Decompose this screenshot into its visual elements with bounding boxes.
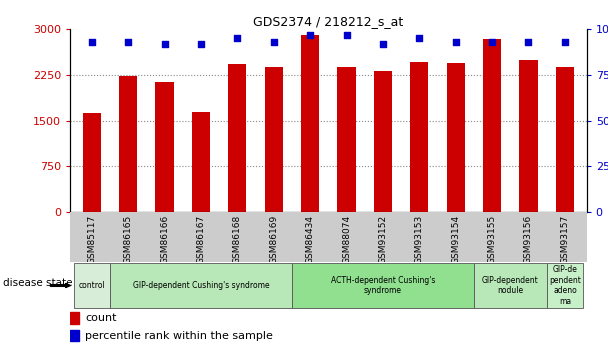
Bar: [483, 39, 501, 212]
Bar: [374, 71, 392, 212]
Bar: [337, 67, 356, 212]
Text: GIP-de
pendent
adeno
ma: GIP-de pendent adeno ma: [549, 265, 581, 306]
Bar: [119, 76, 137, 212]
Point: [415, 36, 424, 41]
Bar: [556, 67, 574, 212]
Bar: [292, 263, 474, 308]
Bar: [110, 263, 292, 308]
Text: GSM93155: GSM93155: [488, 215, 497, 264]
Point: [269, 39, 278, 45]
Bar: [447, 63, 465, 212]
Text: GSM86167: GSM86167: [196, 215, 206, 264]
Text: control: control: [78, 281, 105, 290]
Bar: [519, 60, 537, 212]
Bar: [70, 330, 79, 342]
Point: [123, 39, 133, 45]
Point: [87, 39, 97, 45]
Text: GSM88074: GSM88074: [342, 215, 351, 264]
Text: GIP-dependent
nodule: GIP-dependent nodule: [482, 276, 539, 295]
Text: disease state: disease state: [3, 278, 72, 288]
Bar: [410, 62, 429, 212]
Point: [305, 32, 315, 38]
Title: GDS2374 / 218212_s_at: GDS2374 / 218212_s_at: [253, 15, 404, 28]
Point: [523, 39, 533, 45]
Bar: [547, 263, 583, 308]
Bar: [83, 114, 101, 212]
Text: GIP-dependent Cushing's syndrome: GIP-dependent Cushing's syndrome: [133, 281, 269, 290]
Bar: [301, 35, 319, 212]
Text: GSM86165: GSM86165: [123, 215, 133, 264]
Point: [160, 41, 170, 47]
Text: GSM93156: GSM93156: [524, 215, 533, 264]
Text: GSM86166: GSM86166: [160, 215, 169, 264]
Text: GSM86434: GSM86434: [306, 215, 314, 264]
Bar: [192, 112, 210, 212]
Text: percentile rank within the sample: percentile rank within the sample: [85, 331, 274, 341]
Text: GSM86169: GSM86169: [269, 215, 278, 264]
Point: [196, 41, 206, 47]
Point: [451, 39, 461, 45]
Point: [560, 39, 570, 45]
Bar: [70, 313, 79, 324]
Text: GSM93157: GSM93157: [561, 215, 569, 264]
Text: GSM93153: GSM93153: [415, 215, 424, 264]
Point: [487, 39, 497, 45]
Bar: [474, 263, 547, 308]
Text: GSM93152: GSM93152: [378, 215, 387, 264]
Text: GSM86168: GSM86168: [233, 215, 242, 264]
Bar: [264, 67, 283, 212]
Point: [232, 36, 242, 41]
Point: [342, 32, 351, 38]
Bar: [156, 82, 174, 212]
Text: GSM93154: GSM93154: [451, 215, 460, 264]
Bar: [228, 64, 246, 212]
Text: count: count: [85, 313, 117, 323]
Bar: [74, 263, 110, 308]
Text: GSM85117: GSM85117: [88, 215, 96, 264]
Point: [378, 41, 388, 47]
Text: ACTH-dependent Cushing's
syndrome: ACTH-dependent Cushing's syndrome: [331, 276, 435, 295]
